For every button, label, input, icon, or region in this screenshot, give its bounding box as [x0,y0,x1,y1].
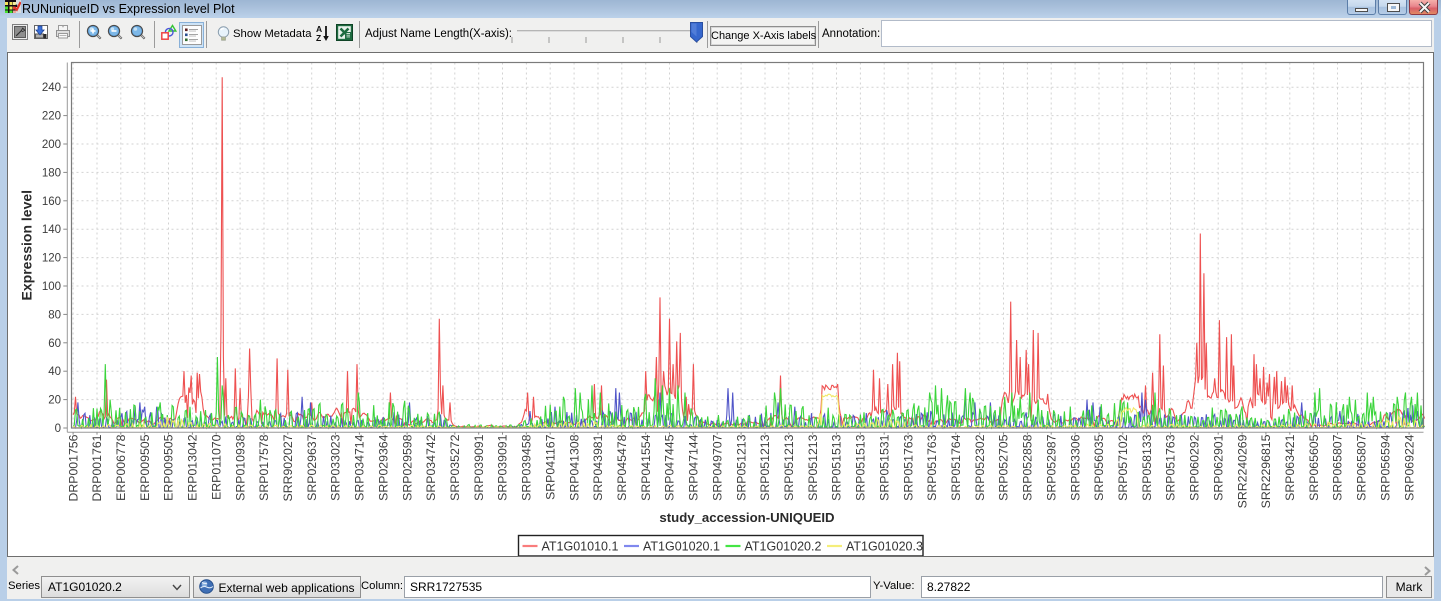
svg-text:SRP051763: SRP051763 [901,434,915,500]
svg-text:SRP045478: SRP045478 [615,434,629,500]
svg-text:SRP039458: SRP039458 [520,434,534,500]
svg-text:SRP051764: SRP051764 [949,434,963,500]
svg-text:SRP052987: SRP052987 [1044,434,1058,500]
svg-text:AT1G01020.2: AT1G01020.2 [745,540,822,554]
svg-text:200: 200 [42,139,61,151]
svg-text:SRP052858: SRP052858 [1021,434,1035,500]
svg-text:study_accession-UNIQUEID: study_accession-UNIQUEID [659,510,834,525]
svg-text:ERP013042: ERP013042 [186,434,200,500]
svg-text:SRP041167: SRP041167 [543,434,557,500]
svg-text:SRP051513: SRP051513 [830,434,844,500]
svg-text:SRP029598: SRP029598 [400,434,414,500]
svg-text:DRP001761: DRP001761 [90,434,104,501]
svg-text:ERP009505: ERP009505 [138,434,152,500]
svg-text:160: 160 [42,196,61,208]
svg-text:SRP065807: SRP065807 [1355,434,1369,500]
svg-text:ERP009505: ERP009505 [162,434,176,500]
svg-text:SRP052302: SRP052302 [973,434,987,500]
svg-text:ERP006778: ERP006778 [114,434,128,500]
svg-text:0: 0 [55,423,61,435]
svg-text:ERP011070: ERP011070 [209,434,223,500]
svg-text:SRR2296815: SRR2296815 [1259,434,1273,508]
svg-text:SRP063421: SRP063421 [1283,434,1297,500]
svg-text:SRP033023: SRP033023 [329,434,343,500]
svg-text:SRP017578: SRP017578 [257,434,271,500]
svg-text:SRP060292: SRP060292 [1188,434,1202,500]
svg-text:SRP051513: SRP051513 [854,434,868,500]
svg-text:SRP058133: SRP058133 [1140,434,1154,500]
svg-text:SRP029364: SRP029364 [376,434,390,500]
svg-text:240: 240 [42,82,61,94]
svg-text:SRP047445: SRP047445 [663,434,677,500]
svg-text:20: 20 [48,395,61,407]
svg-text:AT1G01020.3: AT1G01020.3 [846,540,923,554]
svg-text:SRP051213: SRP051213 [782,434,796,500]
svg-text:SRP049707: SRP049707 [710,434,724,500]
svg-text:A: A [316,24,322,34]
svg-text:SRP051763: SRP051763 [925,434,939,500]
svg-text:SRP065605: SRP065605 [1307,434,1321,500]
svg-text:SRP047144: SRP047144 [687,434,701,500]
svg-text:SRP057102: SRP057102 [1116,434,1130,500]
svg-text:AT1G01020.1: AT1G01020.1 [643,540,720,554]
svg-text:SRP039091: SRP039091 [496,434,510,500]
svg-text:SRP062901: SRP062901 [1211,434,1225,500]
svg-text:SRP056035: SRP056035 [1092,434,1106,500]
svg-text:Z: Z [316,33,321,43]
svg-text:SRR902027: SRR902027 [281,434,295,501]
svg-text:SRP056594: SRP056594 [1378,434,1392,500]
svg-text:80: 80 [48,309,61,321]
svg-text:220: 220 [42,111,61,123]
svg-text:Expression level: Expression level [19,190,35,301]
svg-text:140: 140 [42,224,61,236]
svg-text:SRR2240269: SRR2240269 [1235,434,1249,508]
svg-text:SRP034742: SRP034742 [424,434,438,500]
svg-text:SRP039091: SRP039091 [472,434,486,500]
svg-text:DRP001756: DRP001756 [66,434,80,501]
svg-text:60: 60 [48,338,61,350]
svg-text:SRP010938: SRP010938 [233,434,247,500]
svg-text:100: 100 [42,281,61,293]
svg-text:SRP052705: SRP052705 [997,434,1011,500]
svg-text:SRP051213: SRP051213 [758,434,772,500]
svg-text:SRP043981: SRP043981 [591,434,605,500]
svg-text:40: 40 [48,366,61,378]
svg-text:SRP041308: SRP041308 [567,434,581,500]
svg-text:180: 180 [42,167,61,179]
svg-text:AT1G01010.1: AT1G01010.1 [542,540,619,554]
svg-text:SRP041554: SRP041554 [639,434,653,500]
svg-text:SRP051763: SRP051763 [1164,434,1178,500]
svg-text:SRP053306: SRP053306 [1068,434,1082,500]
svg-text:SRP029637: SRP029637 [305,434,319,500]
svg-text:SRP065807: SRP065807 [1331,434,1345,500]
svg-text:120: 120 [42,253,61,265]
svg-text:SRP051213: SRP051213 [806,434,820,500]
svg-text:SRP051213: SRP051213 [734,434,748,500]
svg-text:SRP069224: SRP069224 [1402,434,1416,500]
svg-text:SRP051531: SRP051531 [877,434,891,500]
svg-text:SRP034714: SRP034714 [353,434,367,500]
svg-text:SRP035272: SRP035272 [448,434,462,500]
